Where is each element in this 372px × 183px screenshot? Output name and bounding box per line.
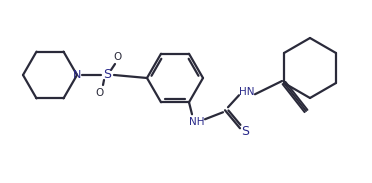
Text: N: N [73,70,81,80]
Text: NH: NH [189,117,205,127]
Text: O: O [95,88,103,98]
Text: HN: HN [239,87,255,97]
Text: S: S [103,68,111,81]
Text: S: S [241,125,249,138]
Text: O: O [113,52,121,62]
